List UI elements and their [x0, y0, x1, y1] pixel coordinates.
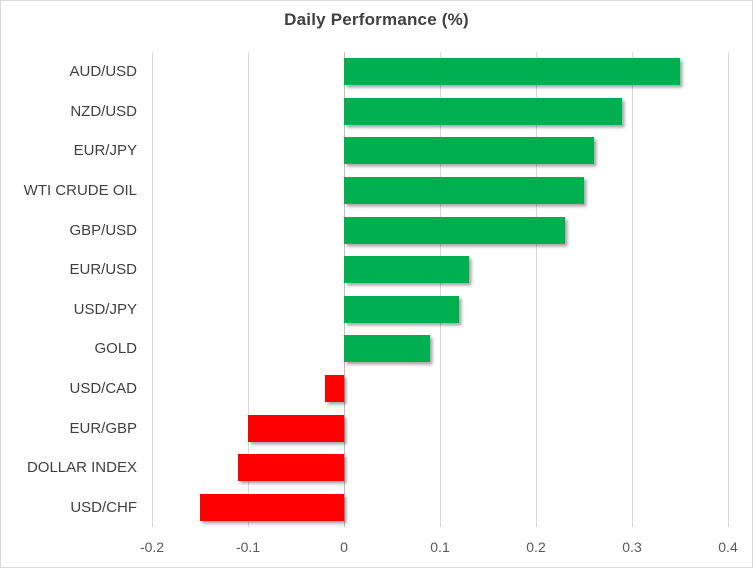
category-label-gold: GOLD	[94, 340, 137, 358]
x-tick-label: 0.2	[526, 539, 546, 555]
gridline	[727, 52, 729, 527]
gridline	[247, 52, 249, 527]
gridline	[535, 52, 537, 527]
category-label-usd-jpy: USD/JPY	[73, 300, 137, 318]
bar-eur-jpy	[344, 137, 594, 165]
bar-aud-usd	[344, 58, 680, 86]
x-tick-label: 0	[340, 539, 348, 555]
plot-area	[151, 52, 729, 527]
category-label-gbp-usd: GBP/USD	[69, 221, 137, 239]
x-tick-label: 0.3	[622, 539, 642, 555]
gridline	[439, 52, 441, 527]
bar-usd-cad	[324, 374, 344, 402]
bar-usd-jpy	[344, 295, 460, 323]
gridline	[151, 52, 153, 527]
x-tick-label: -0.1	[235, 539, 261, 555]
x-tick-label: 0.1	[430, 539, 450, 555]
category-label-usd-chf: USD/CHF	[70, 498, 137, 516]
bar-dollar-index	[238, 454, 344, 482]
zero-axis-line	[343, 52, 345, 527]
x-tick-label: 0.4	[718, 539, 738, 555]
bar-wti-crude-oil	[344, 177, 584, 205]
category-label-wti-crude-oil: WTI CRUDE OIL	[23, 182, 137, 200]
category-label-aud-usd: AUD/USD	[69, 63, 137, 81]
bar-gbp-usd	[344, 216, 565, 244]
category-label-eur-jpy: EUR/JPY	[73, 142, 137, 160]
category-label-eur-usd: EUR/USD	[69, 261, 137, 279]
bar-eur-usd	[344, 256, 469, 284]
bar-usd-chf	[200, 493, 344, 521]
chart-title: Daily Performance (%)	[284, 10, 469, 29]
x-tick-label: -0.2	[139, 539, 165, 555]
category-label-nzd-usd: NZD/USD	[70, 102, 137, 120]
gridline	[631, 52, 633, 527]
category-label-usd-cad: USD/CAD	[69, 379, 137, 397]
category-label-dollar-index: DOLLAR INDEX	[26, 459, 137, 477]
bar-nzd-usd	[344, 97, 623, 125]
category-label-eur-gbp: EUR/GBP	[69, 419, 137, 437]
bar-eur-gbp	[248, 414, 344, 442]
bar-gold	[344, 335, 431, 363]
